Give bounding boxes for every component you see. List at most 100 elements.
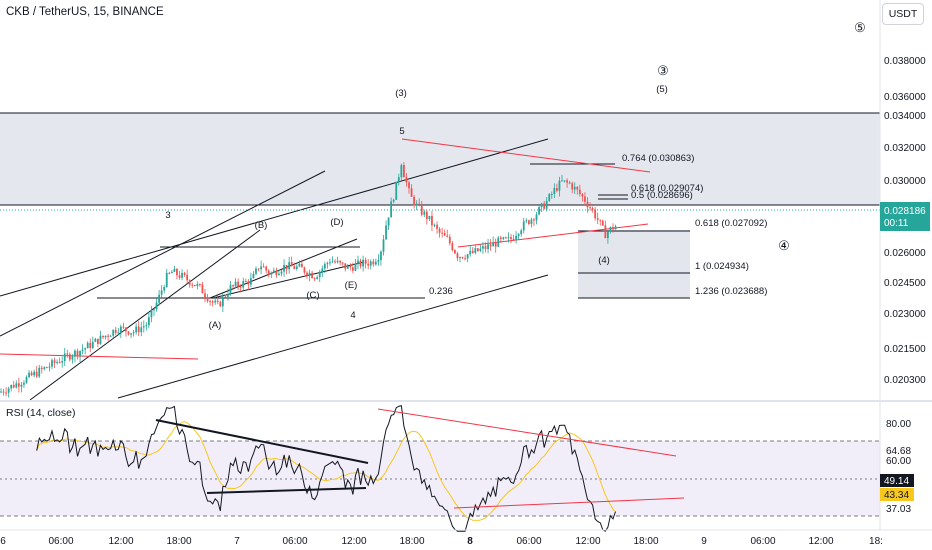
candle-body-175 (446, 235, 449, 237)
candle-body-57 (145, 325, 148, 327)
candle-body-64 (163, 286, 166, 291)
candle-body-60 (153, 309, 155, 311)
candle-body-188 (479, 248, 482, 252)
candle-body-124 (316, 277, 319, 280)
wave-label-C: (C) (306, 290, 319, 301)
candle-body-53 (135, 326, 138, 333)
candle-body-158 (403, 165, 405, 178)
candle-body-208 (530, 219, 533, 225)
wave-label-D: (D) (330, 217, 343, 228)
candle-body-28 (71, 356, 74, 360)
candle-body-104 (265, 266, 268, 271)
candle-body-68 (173, 268, 176, 272)
candle-body-63 (160, 290, 163, 295)
candle-body-116 (295, 266, 298, 269)
candle-body-147 (374, 261, 377, 265)
candle-body-13 (33, 371, 36, 376)
candle-body-3 (7, 388, 10, 393)
candle-body-149 (380, 251, 382, 261)
candle-body-9 (23, 382, 25, 385)
candle-body-222 (566, 180, 568, 183)
candle-body-95 (242, 280, 245, 288)
candle-body-11 (28, 372, 30, 378)
wave-label-4: 4 (350, 310, 355, 321)
wave-label-circled-5: ⑤ (854, 20, 866, 35)
candle-body-108 (275, 270, 278, 276)
candle-body-98 (250, 278, 252, 285)
candle-body-176 (448, 236, 451, 244)
candle-body-144 (367, 263, 370, 266)
candle-body-22 (56, 362, 58, 364)
symbol-title[interactable]: CKB / TetherUS, 15, BINANCE (6, 6, 164, 18)
candle-body-170 (433, 224, 436, 226)
candle-body-202 (515, 235, 517, 240)
wave-label-5: 5 (399, 126, 404, 137)
candle-body-56 (142, 326, 145, 328)
price-tick-00245: 0.024500 (884, 278, 926, 289)
candle-body-203 (517, 234, 520, 236)
candle-body-152 (387, 217, 390, 226)
candle-body-233 (594, 209, 597, 219)
candle-body-99 (252, 273, 255, 279)
candle-body-114 (290, 262, 293, 267)
rsi-title[interactable]: RSI (14, close) (6, 407, 76, 419)
time-label-1800c: 18:00 (633, 536, 658, 547)
candle-body-106 (270, 272, 273, 275)
candle-body-189 (482, 246, 484, 249)
candle-body-90 (229, 285, 232, 295)
rsi-pane[interactable] (0, 405, 880, 532)
candle-body-221 (563, 180, 566, 182)
candle-body-25 (63, 353, 66, 362)
candle-body-27 (68, 354, 71, 360)
candle-body-65 (165, 272, 168, 287)
rsi-tick-60: 60.00 (886, 456, 911, 467)
candle-body-1 (2, 391, 5, 393)
fib-label-0618-upper: 0.618 (0.029074) (631, 183, 703, 194)
candle-body-91 (232, 285, 234, 287)
time-label-0600b: 06:00 (282, 536, 307, 547)
candle-body-187 (476, 248, 479, 252)
candle-body-52 (132, 332, 135, 334)
rsi-tick-3703: 37.03 (886, 504, 911, 515)
candle-body-19 (48, 366, 51, 368)
candle-body-160 (408, 182, 410, 189)
currency-button[interactable]: USDT (882, 3, 924, 25)
candle-body-6 (15, 383, 18, 388)
candle-body-183 (466, 254, 469, 259)
candle-body-181 (461, 257, 464, 259)
time-axis[interactable]: 6 06:00 12:00 18:00 7 06:00 12:00 18:00 … (0, 529, 932, 547)
candle-body-224 (571, 183, 574, 190)
price-tick-0036: 0.036000 (884, 92, 926, 103)
candle-body-48 (122, 326, 125, 328)
price-pane[interactable]: (3) 5 3 (B) (D) (A) (C) (E) 4 (4) (5) ③ … (0, 20, 880, 401)
candle-body-165 (420, 204, 423, 215)
price-axis[interactable]: 0.038000 0.036000 0.034000 0.032000 0.03… (879, 0, 930, 530)
candle-body-33 (84, 348, 87, 350)
candle-body-146 (372, 261, 375, 265)
bar-countdown: 00:11 (884, 218, 909, 229)
candle-body-237 (604, 225, 607, 239)
candle-body-127 (323, 263, 326, 269)
candle-body-218 (556, 188, 558, 191)
red-trendline-upper (401, 138, 651, 173)
candle-body-50 (127, 331, 130, 335)
rsi-trend-black-lower (206, 487, 367, 494)
candle-body-86 (219, 301, 222, 307)
candle-body-128 (326, 263, 329, 265)
candle-body-66 (168, 272, 171, 274)
current-price-tag (880, 202, 930, 231)
candle-body-129 (329, 262, 331, 264)
candle-body-172 (438, 228, 441, 233)
candle-body-219 (558, 180, 561, 191)
candle-body-89 (227, 294, 229, 297)
candle-body-240 (612, 227, 614, 230)
candle-body-186 (474, 248, 477, 253)
candle-body-138 (352, 267, 354, 271)
time-label-0600a: 06:00 (48, 536, 73, 547)
candle-body-155 (395, 181, 398, 200)
wave-label-4-paren: (4) (598, 255, 610, 266)
channel-line-3 (29, 229, 261, 401)
candle-body-148 (377, 260, 380, 262)
candle-body-21 (53, 360, 56, 364)
